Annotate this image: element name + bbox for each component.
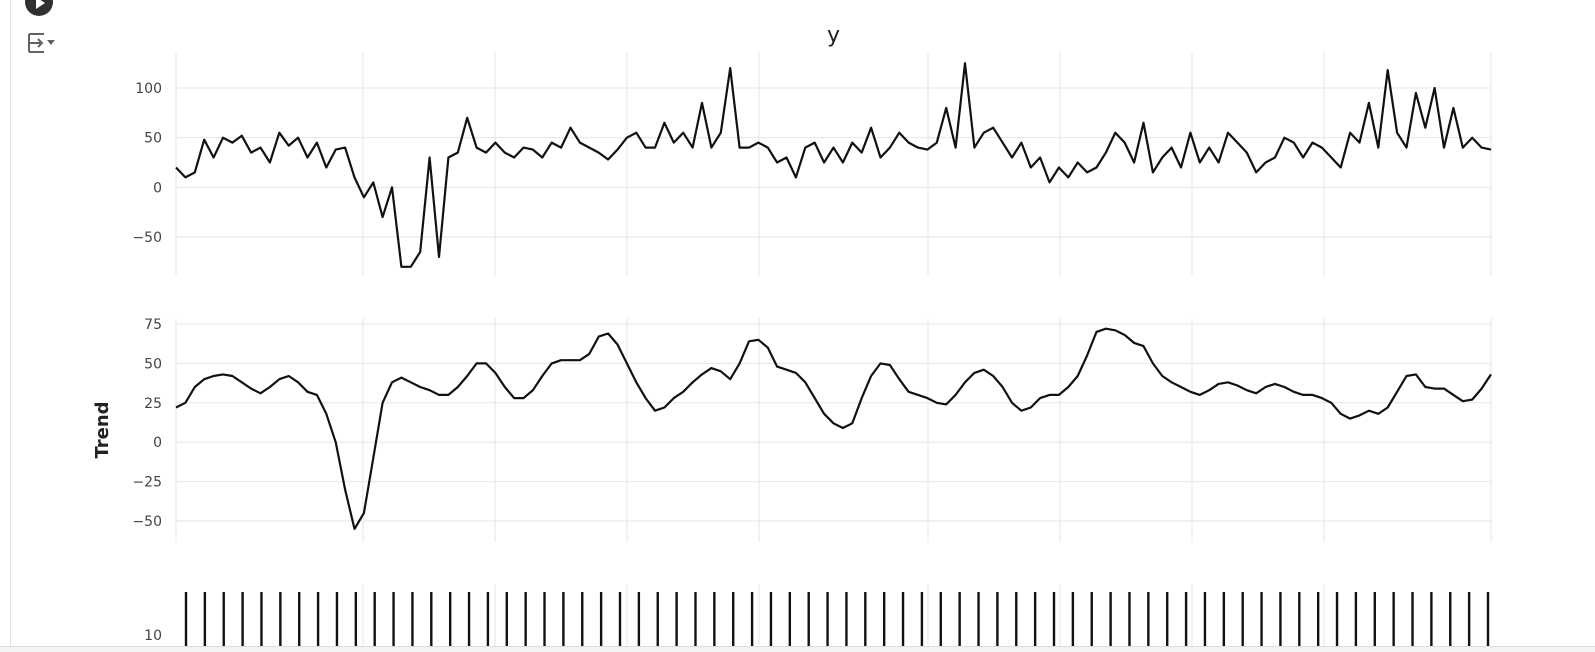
- y-tick-label: 10: [144, 628, 162, 644]
- y-tick-label: 0: [153, 435, 162, 451]
- bottom-bar: [0, 646, 1595, 652]
- y-tick-label: 0: [153, 180, 162, 196]
- series-line: [175, 62, 1492, 268]
- y-tick-label: 25: [144, 396, 162, 412]
- y-tick-label: −50: [132, 514, 162, 530]
- series-line: [175, 327, 1492, 530]
- y-tick-label: 75: [144, 317, 162, 333]
- cell-gutter: [0, 0, 11, 651]
- y-tick-label: 100: [135, 81, 162, 97]
- y-tick-label: 50: [144, 356, 162, 372]
- panel-trend: 75 50 25 0 −25 −50 Trend: [92, 317, 1492, 542]
- chart-title: y: [827, 23, 840, 48]
- y-tick-label: −25: [132, 475, 162, 491]
- panel-y: 100 50 0 −50 y: [132, 23, 1492, 276]
- run-cell-button[interactable]: [25, 0, 53, 16]
- y-tick-label: 50: [144, 131, 162, 147]
- panel-seasonal: 10: [144, 584, 1490, 646]
- y-tick-label: −50: [132, 230, 162, 246]
- y-axis-label: Trend: [92, 401, 113, 458]
- output-settings-icon[interactable]: [26, 30, 58, 56]
